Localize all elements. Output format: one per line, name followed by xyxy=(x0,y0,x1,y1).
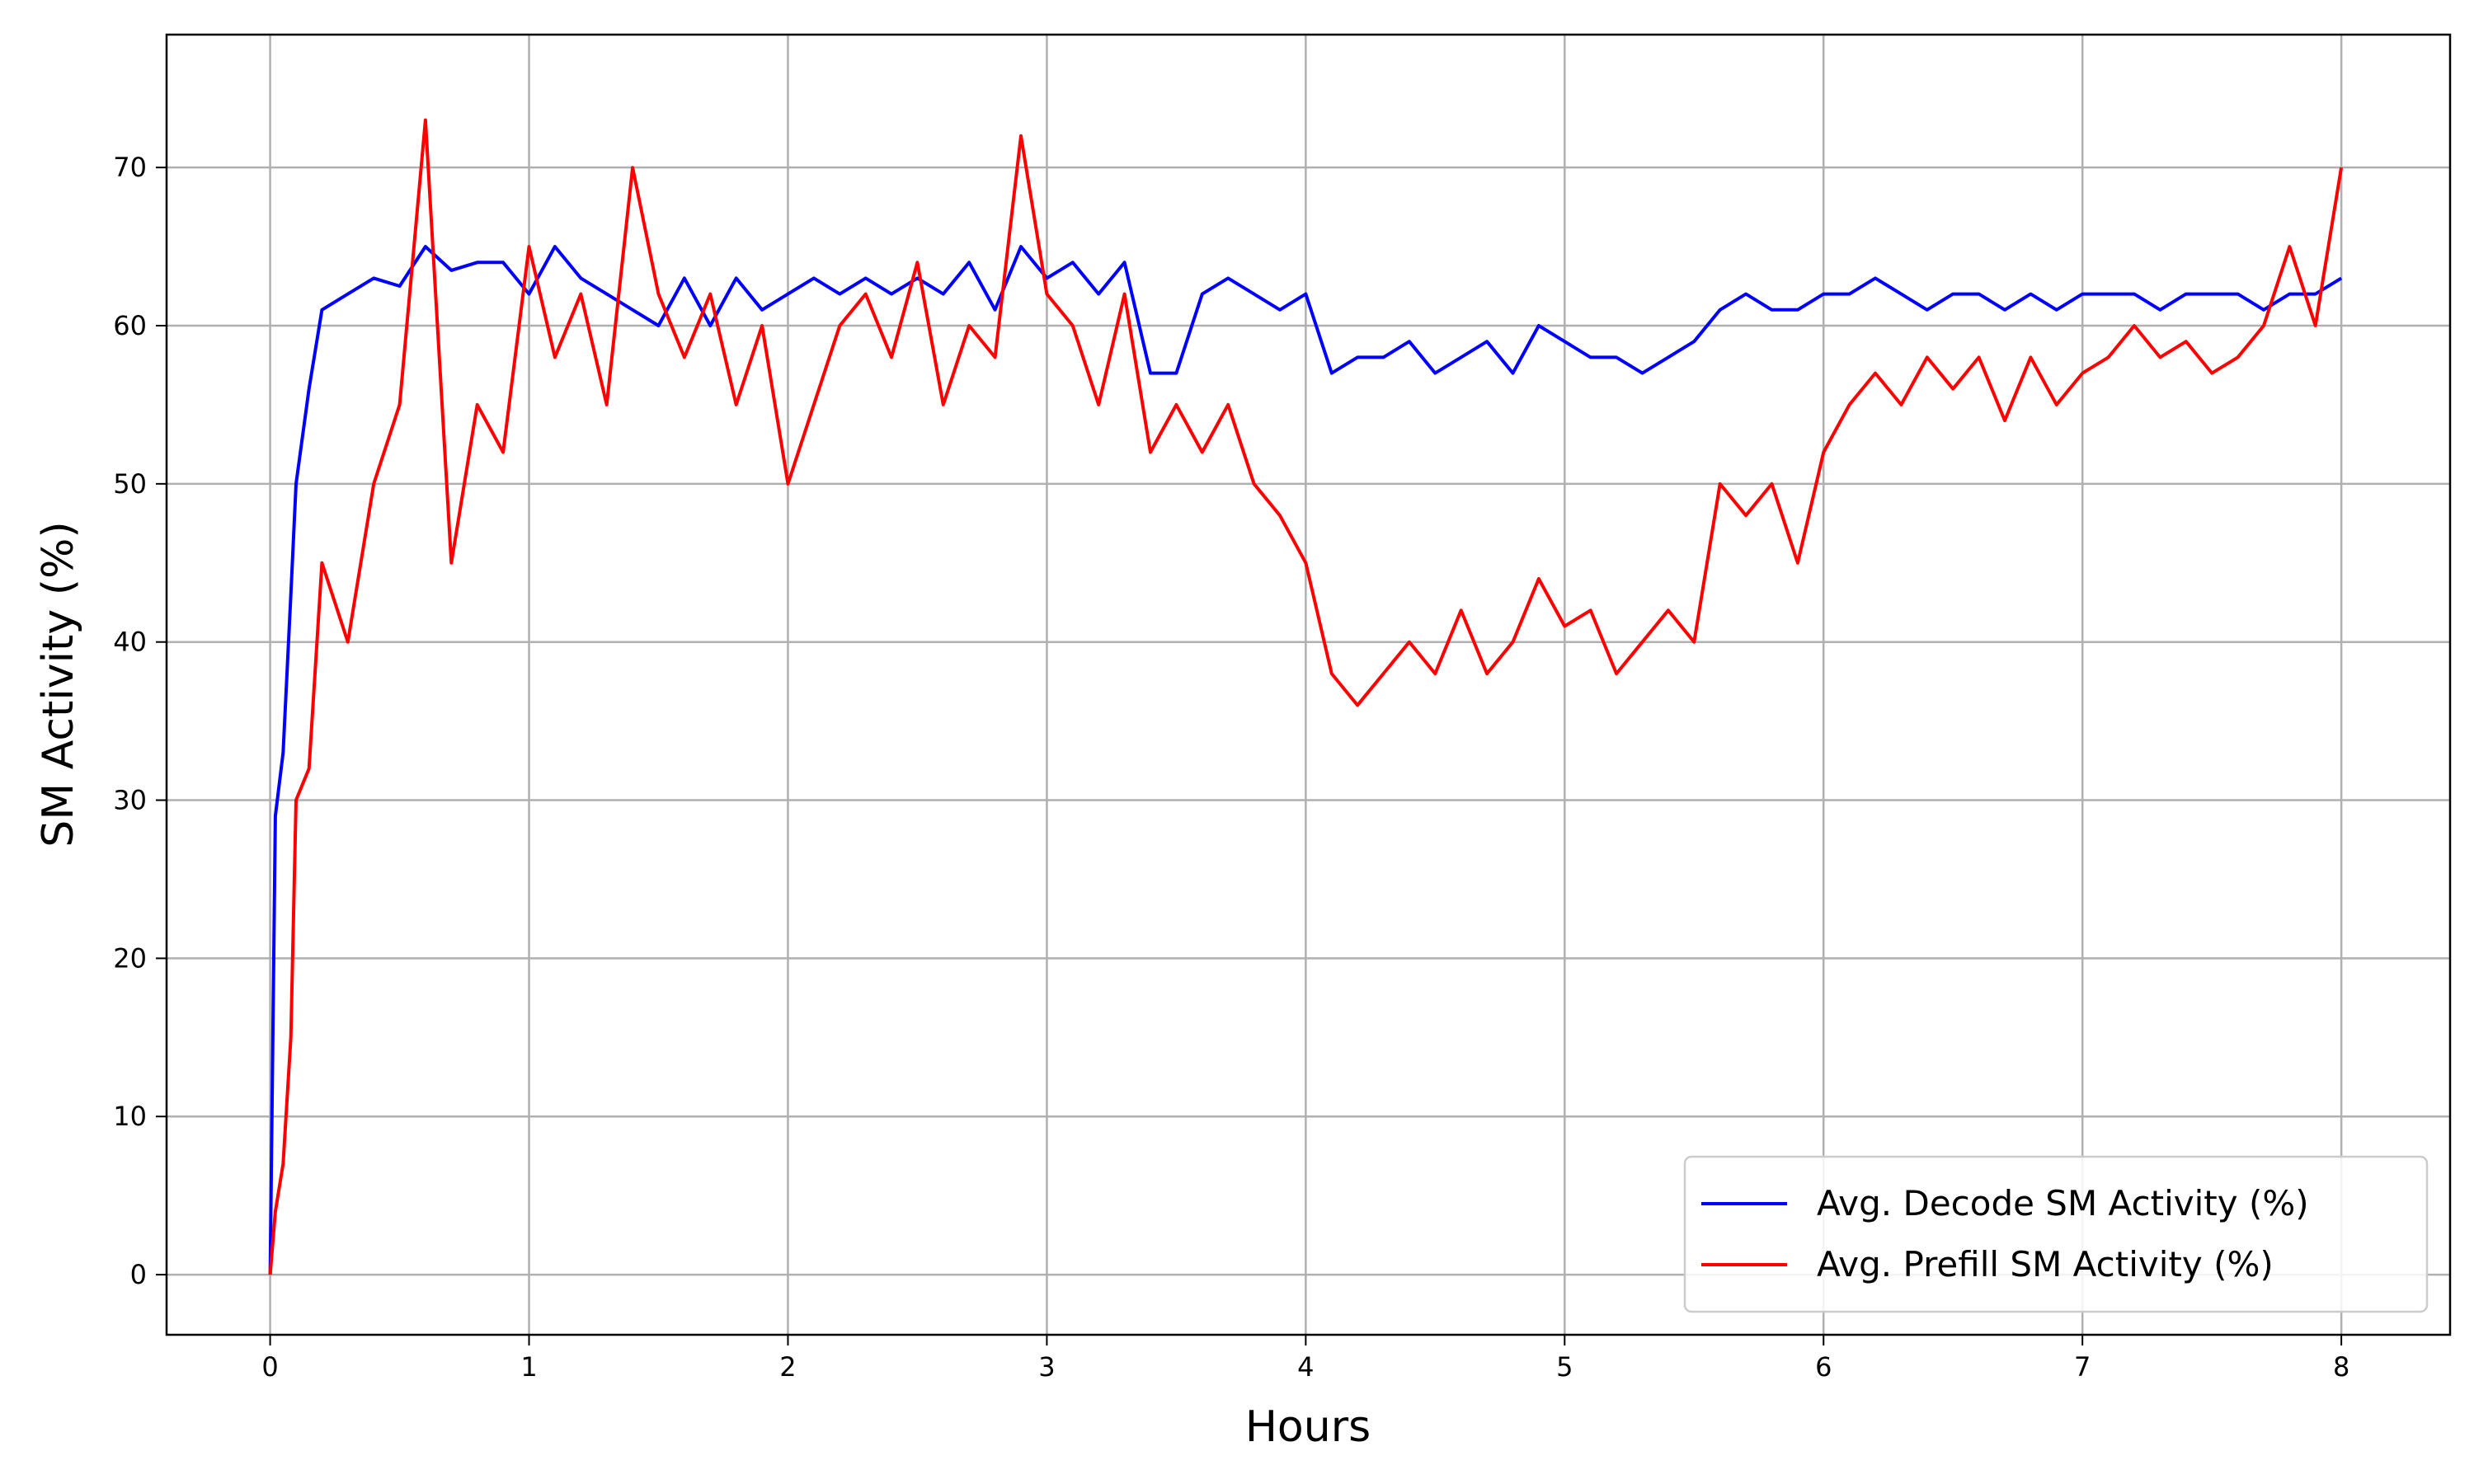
y-tick-label: 70 xyxy=(113,152,147,183)
x-tick-label: 3 xyxy=(1038,1351,1055,1383)
y-tick-label: 60 xyxy=(113,310,147,341)
x-tick-label: 1 xyxy=(520,1351,537,1383)
y-tick-label: 20 xyxy=(113,942,147,974)
y-axis-label: SM Activity (%) xyxy=(34,521,83,847)
x-tick-label: 5 xyxy=(1556,1351,1573,1383)
y-tick-label: 50 xyxy=(113,468,147,500)
x-tick-label: 4 xyxy=(1297,1351,1314,1383)
data-line xyxy=(268,245,2343,1275)
x-axis-label: Hours xyxy=(1245,1402,1371,1452)
y-tick-label: 30 xyxy=(113,785,147,816)
x-tick-label: 0 xyxy=(261,1351,278,1383)
x-tick-label: 8 xyxy=(2333,1351,2349,1383)
legend-label: Avg. Decode SM Activity (%) xyxy=(1817,1183,2309,1223)
y-tick-label: 40 xyxy=(113,627,147,658)
y-tick-label: 0 xyxy=(130,1259,147,1290)
x-tick-label: 6 xyxy=(1815,1351,1832,1383)
y-tick-label: 10 xyxy=(113,1101,147,1132)
x-tick-label: 7 xyxy=(2074,1351,2091,1383)
legend-box xyxy=(1683,1155,2429,1313)
plot-frame xyxy=(165,33,2452,1336)
legend: Avg. Decode SM Activity (%) Avg. Prefill … xyxy=(1683,1155,2429,1313)
x-tick-label: 2 xyxy=(779,1351,796,1383)
legend-label: Avg. Prefill SM Activity (%) xyxy=(1817,1244,2274,1284)
data-line xyxy=(268,118,2344,1275)
